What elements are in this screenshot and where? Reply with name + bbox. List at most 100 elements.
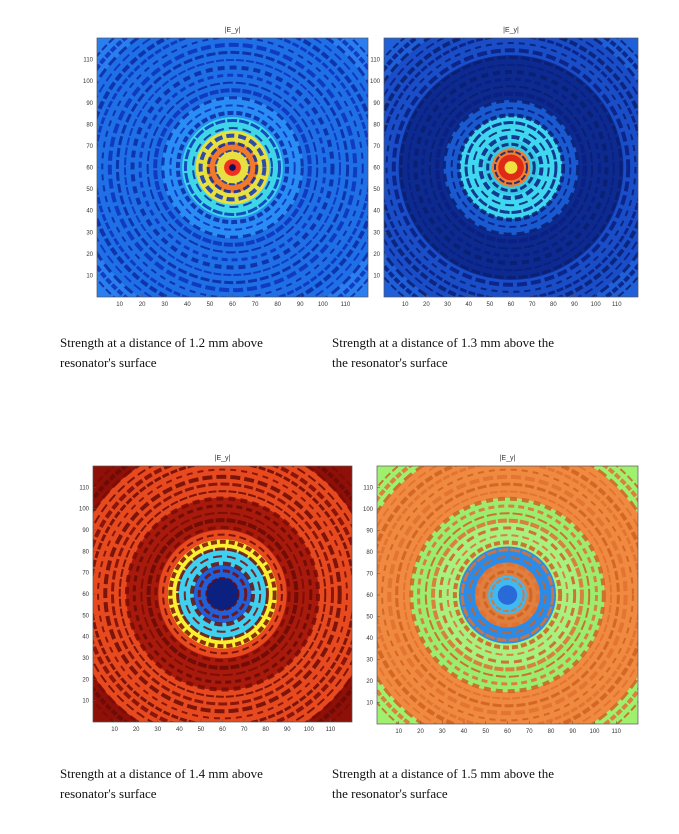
y-tick-label: 50 [82, 613, 89, 619]
contour-line [452, 540, 563, 650]
contour-line [103, 474, 342, 714]
y-tick-label: 50 [86, 187, 93, 193]
plot-title: |E_y| [503, 27, 519, 34]
caption-line: Strength at a distance of 1.3 mm above t… [332, 335, 555, 350]
contour-line [478, 134, 544, 201]
contour-line [118, 490, 327, 698]
contour-line [130, 65, 335, 270]
x-tick-label: 60 [504, 729, 511, 735]
y-tick-label: 70 [86, 144, 93, 150]
y-tick-label: 30 [86, 230, 93, 236]
contour-line [413, 69, 609, 266]
y-tick-label: 50 [366, 615, 373, 621]
contour-line [409, 496, 606, 694]
contour-line [214, 149, 251, 186]
y-tick-label: 10 [86, 273, 93, 279]
contour-line [115, 50, 350, 285]
contour-line [153, 88, 312, 247]
contour-band [504, 161, 518, 174]
contour-line [198, 133, 267, 202]
y-tick-label: 70 [82, 571, 89, 577]
contour-line [402, 490, 613, 700]
y-tick-label: 20 [373, 252, 380, 258]
y-tick-label: 30 [373, 230, 380, 236]
y-tick-label: 100 [79, 507, 90, 513]
x-tick-label: 60 [219, 727, 226, 733]
y-tick-label: 40 [366, 636, 373, 642]
x-tick-label: 70 [252, 302, 259, 308]
contour-line [456, 113, 566, 222]
y-tick-label: 60 [373, 166, 380, 172]
contour-line [183, 555, 262, 633]
x-tick-label: 100 [591, 302, 602, 308]
y-tick-label: 20 [86, 252, 93, 258]
y-tick-label: 30 [82, 656, 89, 662]
contour-line [175, 110, 290, 225]
caption-line: Strength at a distance of 1.2 mm above [60, 335, 263, 350]
contour-line [138, 73, 327, 262]
contour-line [197, 569, 248, 619]
plot-title: |E_y| [215, 455, 231, 462]
x-tick-label: 40 [461, 729, 468, 735]
x-tick-label: 10 [395, 729, 402, 735]
x-tick-label: 50 [482, 729, 489, 735]
contour-line [450, 107, 572, 228]
x-tick-label: 90 [284, 727, 291, 733]
x-tick-label: 30 [161, 302, 168, 308]
contour-line [97, 468, 348, 720]
x-tick-label: 30 [444, 302, 451, 308]
x-tick-label: 110 [611, 729, 621, 735]
y-tick-label: 90 [373, 101, 380, 107]
y-tick-label: 20 [366, 679, 373, 685]
x-tick-label: 110 [341, 302, 351, 308]
contour-band [497, 585, 518, 605]
x-tick-label: 10 [111, 727, 118, 733]
x-tick-label: 100 [318, 302, 329, 308]
x-tick-label: 20 [133, 727, 140, 733]
contour-line [132, 504, 313, 684]
x-tick-label: 80 [548, 729, 555, 735]
x-tick-label: 70 [526, 729, 533, 735]
y-tick-label: 60 [366, 593, 373, 599]
figure-caption: Strength at a distance of 1.5 mm above t… [332, 764, 554, 804]
contour-line [183, 118, 282, 217]
contour-line [395, 482, 620, 708]
y-tick-label: 70 [373, 144, 380, 150]
figure: |E_y| 10 20 30 40 50 60 70 80 90 100 110 10 20 30 40 50 6… [363, 455, 639, 735]
x-tick-label: 60 [508, 302, 515, 308]
contour-line [107, 42, 358, 293]
y-tick-label: 60 [82, 592, 89, 598]
contour-line [482, 570, 533, 620]
x-tick-label: 90 [297, 302, 304, 308]
x-tick-label: 110 [612, 302, 622, 308]
x-tick-label: 90 [569, 729, 576, 735]
y-tick-label: 90 [366, 529, 373, 535]
y-tick-label: 90 [82, 528, 89, 534]
contour-line [424, 512, 591, 678]
contour-band [229, 164, 236, 171]
x-tick-label: 30 [439, 729, 446, 735]
contour-plot [384, 38, 638, 297]
contour-line [162, 533, 283, 655]
contour-line [399, 56, 623, 279]
contour-line [438, 526, 577, 664]
contour-line [189, 561, 256, 627]
x-tick-label: 80 [262, 727, 269, 733]
x-tick-label: 40 [176, 727, 183, 733]
y-tick-label: 80 [82, 549, 89, 555]
x-tick-label: 40 [184, 302, 191, 308]
y-tick-label: 110 [83, 58, 93, 64]
contour-line [490, 577, 525, 613]
y-tick-label: 80 [366, 550, 373, 556]
contour-line [468, 555, 547, 635]
y-tick-label: 80 [373, 122, 380, 128]
y-tick-label: 90 [86, 101, 93, 107]
x-tick-label: 50 [486, 302, 493, 308]
y-tick-label: 110 [363, 486, 373, 492]
x-tick-label: 10 [116, 302, 123, 308]
figure-caption: Strength at a distance of 1.3 mm above t… [332, 333, 554, 373]
y-tick-label: 60 [86, 166, 93, 172]
contour-line [124, 496, 321, 692]
contour-plot [93, 466, 352, 722]
